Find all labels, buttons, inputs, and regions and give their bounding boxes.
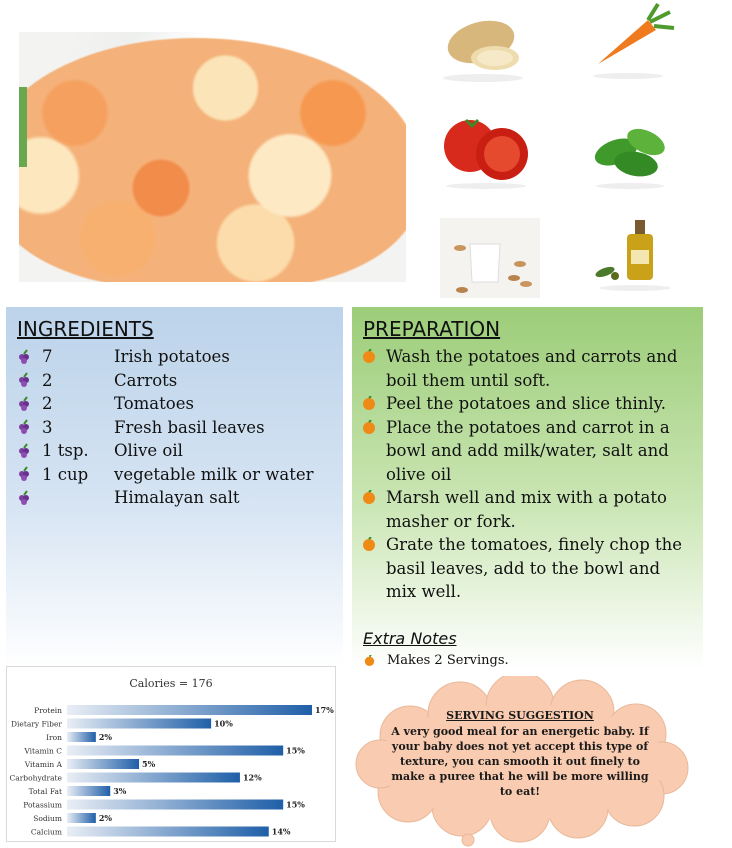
ingredient-qty: 7 — [42, 347, 53, 367]
list-item: 1 tsp. Olive oil — [16, 439, 313, 463]
value-label: 12% — [243, 773, 262, 783]
orange-bullet-icon — [363, 537, 375, 551]
orange-bullet-icon — [363, 396, 375, 410]
category-label: Iron — [46, 733, 62, 742]
nutrition-bar — [67, 705, 312, 715]
list-item: Grate the tomatoes, finely chop the basi… — [362, 533, 692, 604]
value-label: 10% — [214, 719, 233, 729]
category-label: Protein — [34, 706, 62, 715]
extra-note-text: Makes 2 Servings. — [387, 653, 509, 668]
grape-bullet-icon — [19, 490, 29, 505]
value-label: 2% — [99, 813, 113, 823]
serving-suggestion-body: A very good meal for an energetic baby. … — [391, 725, 649, 798]
ingredient-qty: 1 tsp. — [42, 441, 89, 461]
ingredient-name: Carrots — [114, 370, 178, 390]
ingredients-panel: INGREDIENTS 7 Irish potatoes 2 Carrots 2… — [6, 307, 343, 667]
basil-icon — [580, 112, 680, 192]
value-label: 15% — [286, 800, 305, 810]
step-text: Marsh well and mix with a potato masher … — [386, 488, 667, 531]
step-text: Peel the potatoes and slice thinly. — [386, 394, 667, 413]
mashed-potato-photo — [19, 32, 406, 282]
nutrition-bar — [67, 759, 140, 769]
value-label: 3% — [113, 786, 127, 796]
step-text: Place the potatoes and carrot in a bowl … — [386, 417, 670, 484]
nutrition-bar — [67, 745, 284, 756]
list-item: Marsh well and mix with a potato masher … — [362, 486, 692, 533]
ingredients-title: INGREDIENTS — [17, 317, 154, 341]
nutrition-chart: Calories = 176 Protein 17% Dietary Fiber 10… — [6, 666, 336, 842]
category-label: Vitamin C — [23, 747, 62, 756]
ingredient-name: Tomatoes — [114, 394, 194, 414]
step-text: Wash the potatoes and carrots and boil t… — [386, 347, 678, 390]
grape-bullet-icon — [19, 419, 29, 435]
carrot-icon — [578, 2, 678, 82]
serving-suggestion-text: SERVING SUGGESTION A very good meal for … — [390, 708, 650, 799]
value-label: 15% — [286, 746, 305, 756]
grape-bullet-icon — [19, 349, 29, 364]
orange-bullet-icon — [364, 655, 375, 666]
grape-bullet-icon — [19, 443, 29, 458]
list-item: Peel the potatoes and slice thinly. — [362, 392, 692, 416]
category-label: Vitamin A — [24, 760, 63, 769]
list-item: Himalayan salt — [16, 486, 313, 510]
list-item: 2 Tomatoes — [16, 392, 313, 416]
olive-oil-icon — [585, 214, 685, 294]
extra-notes-title: Extra Notes — [363, 629, 457, 648]
list-item: Wash the potatoes and carrots and boil t… — [362, 345, 692, 392]
potato-icon — [433, 8, 533, 88]
preparation-panel: PREPARATION Wash the potatoes and carrot… — [352, 307, 703, 669]
orange-bullet-icon — [363, 349, 375, 363]
orange-bullet-icon — [363, 490, 375, 504]
list-item: 7 Irish potatoes — [16, 345, 313, 369]
category-label: Potassium — [23, 801, 62, 810]
chart-title: Calories = 176 — [129, 677, 213, 690]
value-label: 14% — [272, 827, 291, 837]
ingredient-name: Fresh basil leaves — [114, 417, 265, 437]
ingredient-name: Himalayan salt — [114, 488, 240, 508]
list-item: 1 cup vegetable milk or water — [16, 463, 313, 487]
ingredient-qty: 1 cup — [42, 464, 89, 484]
nutrition-bar — [67, 772, 240, 783]
preparation-title: PREPARATION — [363, 317, 501, 341]
category-label: Total Fat — [29, 787, 62, 796]
tomato-icon — [436, 112, 536, 192]
grape-bullet-icon — [19, 396, 29, 411]
list-item: 2 Carrots — [16, 369, 313, 393]
nutrition-bar — [67, 826, 269, 837]
nutrition-bar — [67, 799, 284, 810]
value-label: 2% — [99, 732, 113, 742]
preparation-steps: Wash the potatoes and carrots and boil t… — [362, 345, 692, 604]
nutrition-bar — [67, 786, 111, 796]
nutrition-bar — [67, 718, 212, 729]
ingredient-name: Olive oil — [114, 441, 183, 461]
grape-bullet-icon — [19, 466, 29, 482]
extra-note-item: Makes 2 Servings. — [364, 653, 509, 668]
category-label: Carbohydrate — [10, 774, 63, 783]
orange-bullet-icon — [363, 419, 375, 434]
serving-suggestion-title: SERVING SUGGESTION — [446, 709, 594, 722]
list-item: Place the potatoes and carrot in a bowl … — [362, 416, 692, 487]
ingredient-name: Irish potatoes — [114, 347, 230, 367]
nutrition-bar — [67, 732, 96, 742]
nutrition-bar — [67, 813, 96, 823]
category-label: Sodium — [33, 814, 62, 823]
step-text: Grate the tomatoes, finely chop the basi… — [386, 535, 683, 601]
ingredient-qty: 2 — [42, 394, 53, 414]
grape-bullet-icon — [19, 372, 29, 388]
category-label: Calcium — [31, 828, 62, 837]
ingredient-name: vegetable milk or water — [114, 464, 314, 484]
nutrition-bars: Protein 17% Dietary Fiber 10% Iron 2% Vitamin … — [10, 705, 334, 837]
almond-milk-icon — [440, 218, 540, 298]
ingredient-qty: 3 — [42, 417, 53, 437]
category-label: Dietary Fiber — [11, 720, 62, 729]
value-label: 5% — [142, 759, 156, 769]
ingredients-list: 7 Irish potatoes 2 Carrots 2 Tomatoes 3 … — [16, 345, 313, 510]
value-label: 17% — [315, 705, 334, 715]
serving-suggestion-cloud: SERVING SUGGESTION A very good meal for … — [350, 676, 695, 848]
ingredient-qty: 2 — [42, 370, 53, 390]
list-item: 3 Fresh basil leaves — [16, 416, 313, 440]
